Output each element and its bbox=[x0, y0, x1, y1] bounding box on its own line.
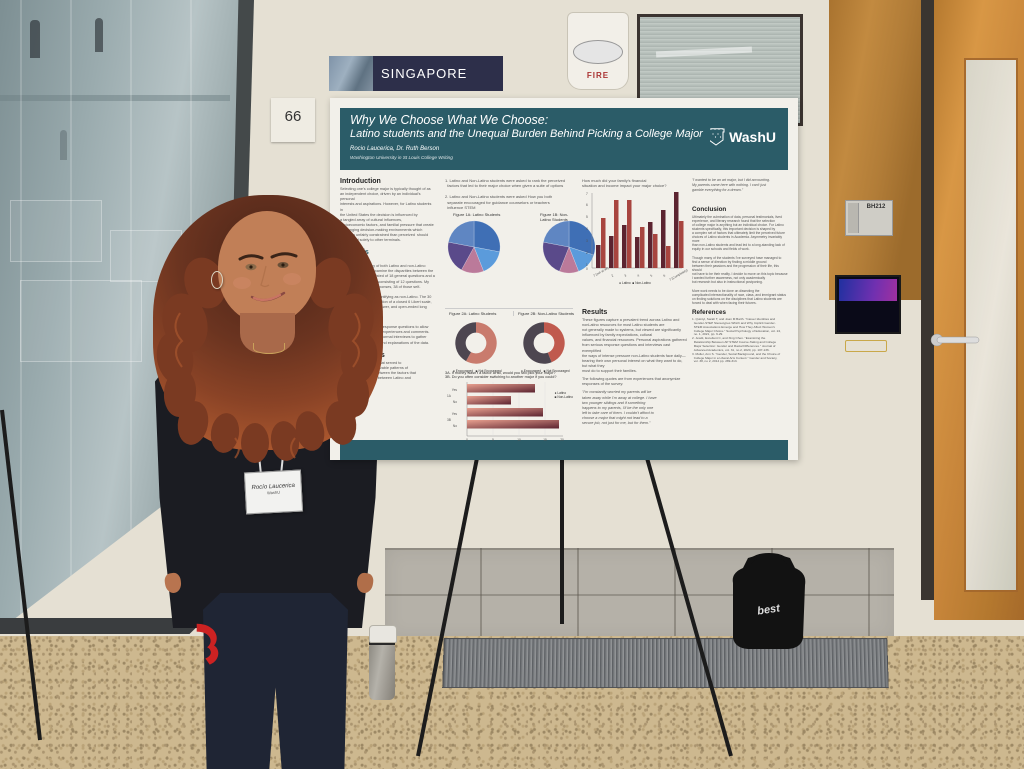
svg-text:20: 20 bbox=[560, 438, 564, 442]
svg-text:Yes: Yes bbox=[452, 412, 458, 416]
svg-text:3: 3 bbox=[586, 239, 588, 243]
svg-text:4: 4 bbox=[637, 273, 641, 277]
svg-text:5: 5 bbox=[586, 215, 588, 219]
svg-text:5: 5 bbox=[650, 273, 654, 277]
svg-text:3: 3 bbox=[624, 273, 628, 277]
svg-text:1A: 1A bbox=[447, 394, 452, 398]
svg-text:2: 2 bbox=[611, 273, 615, 277]
svg-text:No: No bbox=[453, 400, 457, 404]
svg-text:3B: 3B bbox=[447, 418, 451, 422]
svg-text:0: 0 bbox=[586, 267, 588, 271]
svg-text:No: No bbox=[453, 424, 457, 428]
svg-text:6: 6 bbox=[586, 203, 588, 207]
svg-text:7 (Completely): 7 (Completely) bbox=[669, 268, 689, 282]
svg-text:0: 0 bbox=[466, 438, 468, 442]
svg-text:4: 4 bbox=[586, 227, 588, 231]
svg-text:2: 2 bbox=[586, 251, 588, 255]
svg-text:15: 15 bbox=[543, 438, 547, 442]
svg-text:5: 5 bbox=[492, 438, 494, 442]
svg-text:7: 7 bbox=[586, 192, 588, 196]
svg-text:10: 10 bbox=[517, 438, 521, 442]
svg-text:6: 6 bbox=[663, 273, 667, 277]
svg-text:Yes: Yes bbox=[452, 388, 458, 392]
